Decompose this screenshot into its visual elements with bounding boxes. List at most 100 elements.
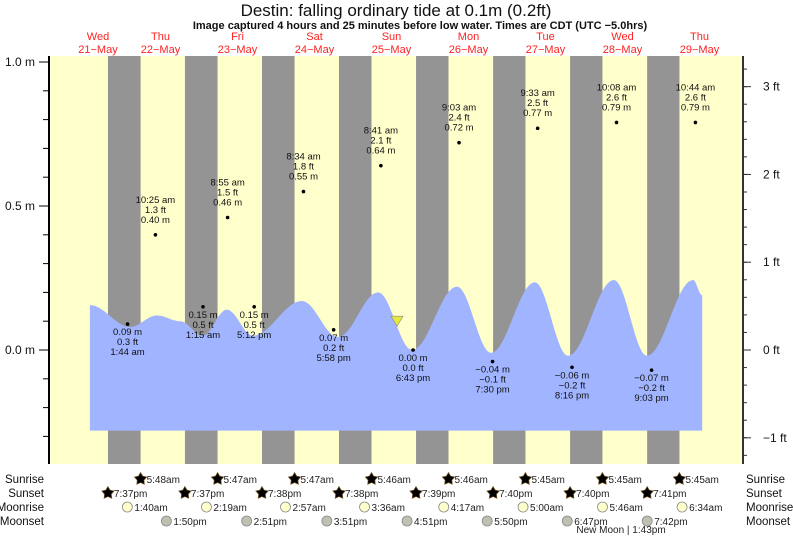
sunrise-star-icon: [364, 471, 379, 485]
sunrise-time: 5:45am: [608, 475, 641, 486]
day-date: 28−May: [603, 44, 643, 56]
low-tide-label: −0.2 ft: [559, 380, 586, 391]
moonrise-row-label-right: Moonrise: [746, 502, 793, 514]
high-tide-label: 2.6 ft: [685, 92, 706, 103]
sunset-time: 7:39pm: [422, 489, 455, 500]
sunset-star-icon: [255, 485, 269, 499]
moonset-moon-icon: [481, 515, 493, 527]
moonset-time: 6:47pm: [574, 517, 607, 528]
low-tide-label: 1:15 am: [186, 330, 220, 341]
high-tide-label: 0.79 m: [681, 102, 710, 113]
day-date: 22−May: [141, 44, 181, 56]
tide-curve: [89, 280, 703, 431]
day-name: Sat: [306, 31, 323, 43]
extreme-dot: [331, 328, 336, 332]
moonset-time: 5:50pm: [494, 517, 527, 528]
sunset-time: 7:41pm: [653, 489, 686, 500]
low-tide-label: −0.06 m: [555, 370, 590, 381]
high-tide-label: 10:08 am: [597, 82, 637, 93]
sunrise-time: 5:47am: [224, 475, 257, 486]
moonrise-time: 5:00am: [530, 503, 563, 514]
right-tick-label: 1 ft: [763, 255, 780, 269]
moonset-moon-icon: [641, 515, 653, 527]
right-tick-label: 0 ft: [763, 343, 780, 357]
high-tide-label: 8:41 am: [364, 126, 398, 137]
moonrise-moon-icon: [597, 501, 608, 513]
day-name: Fri: [231, 31, 244, 43]
current-level-marker: [390, 315, 404, 327]
low-tide-label: 0.0 ft: [402, 363, 423, 374]
low-tide-label: 0.09 m: [113, 327, 142, 338]
extreme-dot: [490, 359, 495, 364]
extreme-dot: [153, 233, 158, 237]
sunset-star-icon: [563, 485, 577, 499]
sunrise-star-icon: [210, 471, 225, 485]
day-name: Sun: [382, 31, 402, 43]
low-tide-label: 0.07 m: [319, 333, 348, 344]
chart-subtitle: Image captured 4 hours and 25 minutes be…: [193, 20, 648, 32]
low-tide-label: 7:30 pm: [475, 385, 509, 396]
low-tide-label: 0.15 m: [240, 310, 269, 321]
high-tide-label: 2.4 ft: [448, 113, 469, 124]
sunset-star-icon: [486, 485, 500, 499]
moonset-moon-icon: [241, 515, 253, 527]
moonrise-row-label-left: Moonrise: [0, 502, 44, 514]
moonset-moon-icon: [321, 515, 333, 527]
high-tide-label: 0.72 m: [445, 123, 474, 134]
low-tide-label: 0.5 ft: [244, 320, 265, 331]
sunset-time: 7:37pm: [114, 489, 147, 500]
moonrise-moon-icon: [280, 501, 291, 513]
low-tide-label: 5:12 pm: [237, 330, 271, 341]
sunrise-star-icon: [441, 471, 456, 485]
extreme-dot: [411, 348, 415, 352]
axes: 1.0 m 0.5 m 0.0 m 3 ft 2 ft 1 ft 0 ft −1 ft: [5, 55, 787, 464]
moonrise-time: 2:57am: [292, 503, 325, 514]
extreme-dot: [535, 126, 540, 131]
sunrise-time: 5:46am: [455, 475, 488, 486]
high-tide-label: 1.5 ft: [217, 188, 238, 199]
moonset-time: 3:51pm: [334, 517, 367, 528]
sunset-star-icon: [332, 485, 346, 499]
high-tide-label: 9:03 am: [442, 103, 476, 114]
low-tide-label: 0.5 ft: [192, 320, 213, 331]
sunrise-time: 5:45am: [531, 475, 564, 486]
moonset-moon-icon: [401, 515, 413, 527]
sunrise-time: 5:45am: [685, 475, 718, 486]
high-tide-label: 0.77 m: [523, 108, 552, 119]
sunrise-time: 5:48am: [147, 475, 180, 486]
moonrise-moon-icon: [438, 501, 450, 513]
moonrise-time: 4:17am: [451, 503, 484, 514]
low-tide-label: −0.04 m: [475, 365, 510, 376]
low-tide-label: 6:43 pm: [396, 373, 430, 384]
day-date: 21−May: [78, 44, 118, 56]
low-tide-label: 0.2 ft: [323, 343, 344, 354]
moonrise-moon-icon: [121, 501, 133, 513]
low-tide-label: 8:16 pm: [555, 390, 589, 401]
day-name: Thu: [151, 31, 170, 43]
left-tick-label: 1.0 m: [5, 55, 35, 69]
sunset-time: 7:38pm: [268, 489, 301, 500]
sunrise-row-label-right: Sunrise: [746, 474, 785, 486]
high-tide-label: 2.6 ft: [606, 92, 627, 103]
low-tide-label: 0.00 m: [399, 353, 428, 364]
tide-area: [89, 280, 703, 431]
low-tide-label: 0.15 m: [188, 310, 217, 321]
moonset-moon-icon: [160, 515, 172, 527]
moonrise-time: 2:19am: [213, 503, 246, 514]
moonset-time: 2:51pm: [254, 517, 287, 528]
sunset-time: 7:38pm: [345, 489, 378, 500]
high-tide-label: 0.40 m: [141, 215, 170, 226]
moonrise-time: 1:40am: [134, 503, 167, 514]
left-tick-label: 0.5 m: [5, 199, 35, 213]
sunset-time: 7:37pm: [191, 489, 224, 500]
moon-phase-label: New Moon | 1:43pm: [576, 525, 665, 536]
extreme-dot: [379, 163, 383, 168]
low-tide-label: 1:44 am: [110, 347, 144, 358]
day-name: Tue: [536, 31, 555, 43]
high-tide-label: 2.1 ft: [370, 136, 391, 147]
moonrise-moon-icon: [359, 501, 370, 513]
high-tide-label: 10:25 am: [136, 195, 176, 206]
moonset-moon-icon: [561, 515, 573, 527]
chart-title: Destin: falling ordinary tide at 0.1m (0…: [241, 1, 552, 20]
